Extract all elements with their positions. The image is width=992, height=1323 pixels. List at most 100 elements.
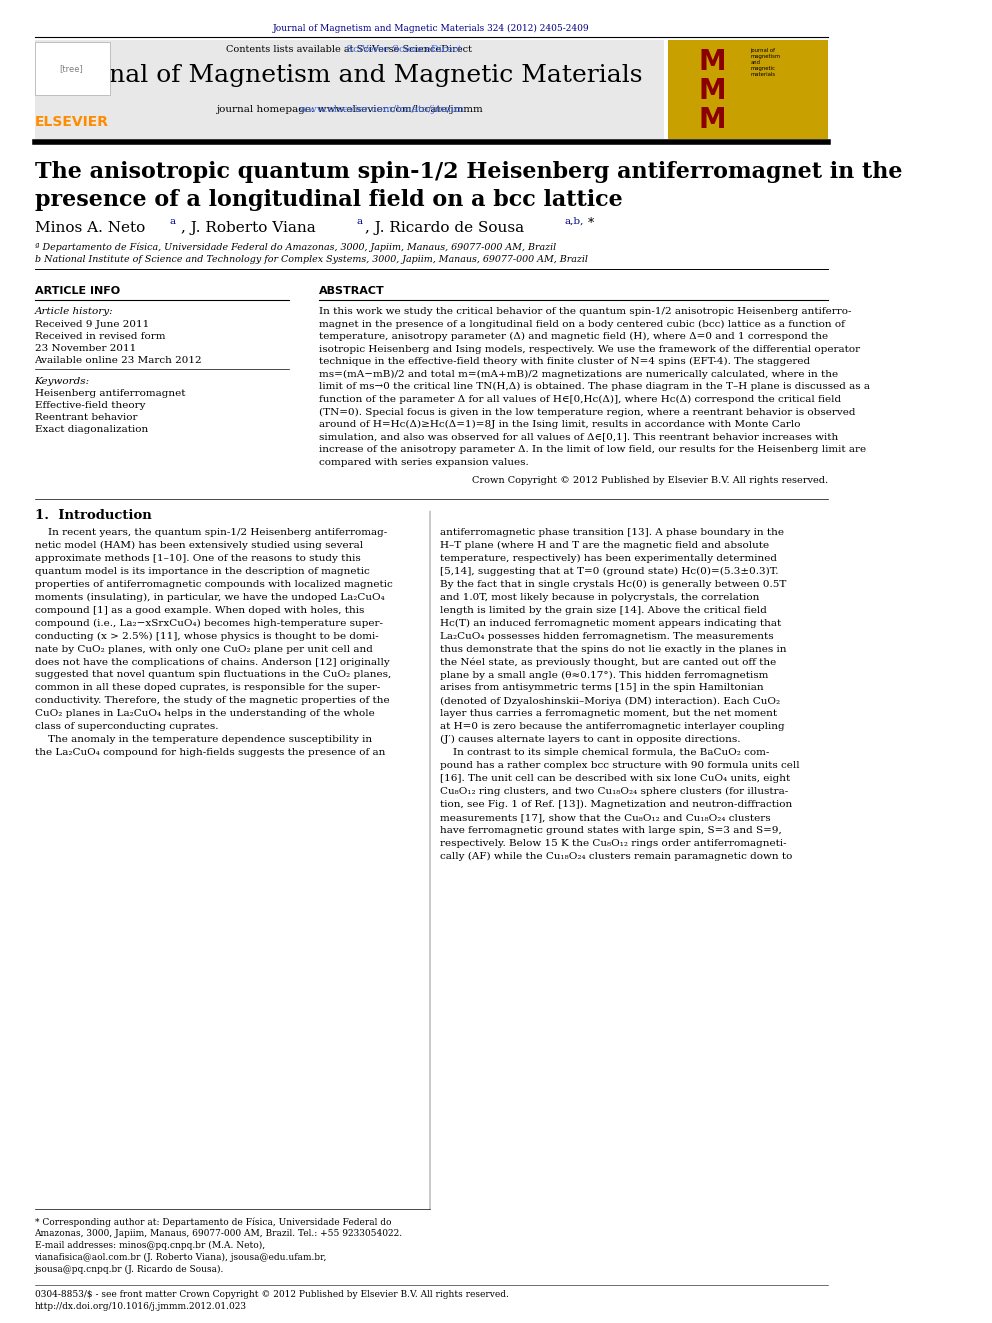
Text: Received 9 June 2011: Received 9 June 2011: [35, 320, 149, 329]
Text: ms=(mA−mB)/2 and total m=(mA+mB)/2 magnetizations are numerically calculated, wh: ms=(mA−mB)/2 and total m=(mA+mB)/2 magne…: [319, 369, 838, 378]
Text: Journal of Magnetism and Magnetic Materials: Journal of Magnetism and Magnetic Materi…: [57, 64, 643, 86]
Text: netic model (HAM) has been extensively studied using several: netic model (HAM) has been extensively s…: [35, 541, 363, 550]
Text: (J′) causes alternate layers to cant in opposite directions.: (J′) causes alternate layers to cant in …: [439, 736, 740, 745]
Text: a: a: [356, 217, 362, 226]
Text: SciVerse ScienceDirect: SciVerse ScienceDirect: [237, 45, 461, 54]
FancyBboxPatch shape: [35, 42, 109, 95]
Text: jsousa@pq.cnpq.br (J. Ricardo de Sousa).: jsousa@pq.cnpq.br (J. Ricardo de Sousa).: [35, 1265, 224, 1274]
Text: at H=0 is zero because the antiferromagnetic interlayer coupling: at H=0 is zero because the antiferromagn…: [439, 722, 785, 732]
Text: M: M: [698, 77, 726, 105]
Text: a: a: [170, 217, 176, 226]
Text: 1.  Introduction: 1. Introduction: [35, 509, 151, 523]
Text: Heisenberg antiferromagnet: Heisenberg antiferromagnet: [35, 389, 185, 398]
Text: By the fact that in single crystals Hc(0) is generally between 0.5T: By the fact that in single crystals Hc(0…: [439, 579, 787, 589]
Text: *: *: [588, 217, 594, 230]
Text: b National Institute of Science and Technology for Complex Systems, 3000, Japiim: b National Institute of Science and Tech…: [35, 255, 587, 265]
Text: The anomaly in the temperature dependence susceptibility in: The anomaly in the temperature dependenc…: [35, 736, 372, 745]
Text: simulation, and also was observed for all values of Δ∈[0,1]. This reentrant beha: simulation, and also was observed for al…: [319, 433, 838, 442]
Text: Hc(T) an induced ferromagnetic moment appears indicating that: Hc(T) an induced ferromagnetic moment ap…: [439, 619, 781, 627]
Text: Effective-field theory: Effective-field theory: [35, 401, 145, 410]
Text: In this work we study the critical behavior of the quantum spin-1/2 anisotropic : In this work we study the critical behav…: [319, 307, 852, 316]
Text: layer thus carries a ferromagnetic moment, but the net moment: layer thus carries a ferromagnetic momen…: [439, 709, 777, 718]
Text: cally (AF) while the Cu₁₈O₂₄ clusters remain paramagnetic down to: cally (AF) while the Cu₁₈O₂₄ clusters re…: [439, 852, 793, 861]
Text: technique in the effective-field theory with finite cluster of N=4 spins (EFT-4): technique in the effective-field theory …: [319, 357, 810, 366]
Text: http://dx.doi.org/10.1016/j.jmmm.2012.01.023: http://dx.doi.org/10.1016/j.jmmm.2012.01…: [35, 1302, 246, 1311]
Text: class of superconducting cuprates.: class of superconducting cuprates.: [35, 722, 218, 732]
Text: temperature, respectively) has been experimentally determined: temperature, respectively) has been expe…: [439, 554, 777, 562]
Text: function of the parameter Δ for all values of H∈[0,Hc(Δ)], where Hc(Δ) correspon: function of the parameter Δ for all valu…: [319, 394, 841, 404]
Text: antiferromagnetic phase transition [13]. A phase boundary in the: antiferromagnetic phase transition [13].…: [439, 528, 784, 537]
Text: H–T plane (where H and T are the magnetic field and absolute: H–T plane (where H and T are the magneti…: [439, 541, 769, 550]
Text: E-mail addresses: minos@pq.cnpq.br (M.A. Neto),: E-mail addresses: minos@pq.cnpq.br (M.A.…: [35, 1241, 265, 1250]
Text: have ferromagnetic ground states with large spin, S=3 and S=9,: have ferromagnetic ground states with la…: [439, 826, 782, 835]
Text: journal of
magnetism
and
magnetic
materials: journal of magnetism and magnetic materi…: [750, 48, 781, 78]
Text: moments (insulating), in particular, we have the undoped La₂CuO₄: moments (insulating), in particular, we …: [35, 593, 384, 602]
Text: [tree]: [tree]: [60, 65, 83, 73]
Text: Available online 23 March 2012: Available online 23 March 2012: [35, 356, 202, 365]
Text: temperature, anisotropy parameter (Δ) and magnetic field (H), where Δ=0 and 1 co: temperature, anisotropy parameter (Δ) an…: [319, 332, 828, 341]
Text: Article history:: Article history:: [35, 307, 113, 316]
Text: properties of antiferromagnetic compounds with localized magnetic: properties of antiferromagnetic compound…: [35, 579, 392, 589]
Text: Crown Copyright © 2012 Published by Elsevier B.V. All rights reserved.: Crown Copyright © 2012 Published by Else…: [472, 475, 828, 484]
Text: the La₂CuO₄ compound for high-fields suggests the presence of an: the La₂CuO₄ compound for high-fields sug…: [35, 749, 385, 757]
Text: In contrast to its simple chemical formula, the BaCuO₂ com-: In contrast to its simple chemical formu…: [439, 749, 769, 757]
Text: pound has a rather complex bcc structure with 90 formula units cell: pound has a rather complex bcc structure…: [439, 761, 800, 770]
Text: thus demonstrate that the spins do not lie exactly in the planes in: thus demonstrate that the spins do not l…: [439, 644, 787, 654]
Text: CuO₂ planes in La₂CuO₄ helps in the understanding of the whole: CuO₂ planes in La₂CuO₄ helps in the unde…: [35, 709, 374, 718]
Text: In recent years, the quantum spin-1/2 Heisenberg antiferromag-: In recent years, the quantum spin-1/2 He…: [35, 528, 387, 537]
Text: presence of a longitudinal field on a bcc lattice: presence of a longitudinal field on a bc…: [35, 189, 622, 212]
Text: www.elsevier.com/locate/jmmm: www.elsevier.com/locate/jmmm: [234, 105, 464, 114]
Text: M: M: [698, 106, 726, 134]
Text: Cu₈O₁₂ ring clusters, and two Cu₁₈O₂₄ sphere clusters (for illustra-: Cu₈O₁₂ ring clusters, and two Cu₁₈O₂₄ sp…: [439, 787, 789, 796]
Text: does not have the complications of chains. Anderson [12] originally: does not have the complications of chain…: [35, 658, 389, 667]
Text: common in all these doped cuprates, is responsible for the super-: common in all these doped cuprates, is r…: [35, 684, 380, 692]
Text: respectively. Below 15 K the Cu₈O₁₂ rings order antiferromagneti-: respectively. Below 15 K the Cu₈O₁₂ ring…: [439, 839, 787, 848]
Text: vianafisica@aol.com.br (J. Roberto Viana), jsousa@edu.ufam.br,: vianafisica@aol.com.br (J. Roberto Viana…: [35, 1253, 327, 1262]
Text: ELSEVIER: ELSEVIER: [35, 115, 108, 130]
Text: and 1.0T, most likely because in polycrystals, the correlation: and 1.0T, most likely because in polycry…: [439, 593, 759, 602]
Text: [5,14], suggesting that at T=0 (ground state) Hc(0)=(5.3±0.3)T.: [5,14], suggesting that at T=0 (ground s…: [439, 566, 779, 576]
Text: isotropic Heisenberg and Ising models, respectively. We use the framework of the: isotropic Heisenberg and Ising models, r…: [319, 344, 860, 353]
Text: ARTICLE INFO: ARTICLE INFO: [35, 286, 120, 296]
Text: journal homepage: www.elsevier.com/locate/jmmm: journal homepage: www.elsevier.com/locat…: [216, 105, 483, 114]
Text: approximate methods [1–10]. One of the reasons to study this: approximate methods [1–10]. One of the r…: [35, 554, 360, 562]
Text: length is limited by the grain size [14]. Above the critical field: length is limited by the grain size [14]…: [439, 606, 767, 615]
Text: quantum model is its importance in the description of magnetic: quantum model is its importance in the d…: [35, 566, 369, 576]
Text: La₂CuO₄ possesses hidden ferromagnetism. The measurements: La₂CuO₄ possesses hidden ferromagnetism.…: [439, 631, 774, 640]
Text: compound [1] as a good example. When doped with holes, this: compound [1] as a good example. When dop…: [35, 606, 364, 615]
Text: , J. Roberto Viana: , J. Roberto Viana: [182, 221, 315, 235]
FancyBboxPatch shape: [669, 40, 828, 139]
Text: the Néel state, as previously thought, but are canted out off the: the Néel state, as previously thought, b…: [439, 658, 776, 667]
Text: Reentrant behavior: Reentrant behavior: [35, 413, 137, 422]
Text: Received in revised form: Received in revised form: [35, 332, 165, 341]
Text: The anisotropic quantum spin-1/2 Heisenberg antiferromagnet in the: The anisotropic quantum spin-1/2 Heisenb…: [35, 161, 902, 184]
FancyBboxPatch shape: [35, 40, 665, 139]
Text: conducting (x > 2.5%) [11], whose physics is thought to be domi-: conducting (x > 2.5%) [11], whose physic…: [35, 631, 378, 640]
Text: ª Departamento de Física, Universidade Federal do Amazonas, 3000, Japiim, Manaus: ª Departamento de Física, Universidade F…: [35, 242, 556, 251]
Text: arises from antisymmetric terms [15] in the spin Hamiltonian: arises from antisymmetric terms [15] in …: [439, 684, 764, 692]
Text: ABSTRACT: ABSTRACT: [319, 286, 385, 296]
Text: (TN=0). Special focus is given in the low temperature region, where a reentrant : (TN=0). Special focus is given in the lo…: [319, 407, 856, 417]
Text: measurements [17], show that the Cu₈O₁₂ and Cu₁₈O₂₄ clusters: measurements [17], show that the Cu₈O₁₂ …: [439, 814, 771, 822]
Text: limit of ms→0 the critical line TN(H,Δ) is obtained. The phase diagram in the T–: limit of ms→0 the critical line TN(H,Δ) …: [319, 382, 870, 392]
Text: (denoted of Dzyaloshinskii–Moriya (DM) interaction). Each CuO₂: (denoted of Dzyaloshinskii–Moriya (DM) i…: [439, 696, 780, 705]
Text: 23 November 2011: 23 November 2011: [35, 344, 136, 353]
Text: Contents lists available at SciVerse ScienceDirect: Contents lists available at SciVerse Sci…: [226, 45, 472, 54]
Text: Keywords:: Keywords:: [35, 377, 89, 386]
Text: conductivity. Therefore, the study of the magnetic properties of the: conductivity. Therefore, the study of th…: [35, 696, 389, 705]
Text: compound (i.e., La₂−xSrxCuO₄) becomes high-temperature super-: compound (i.e., La₂−xSrxCuO₄) becomes hi…: [35, 619, 383, 627]
Text: compared with series expansion values.: compared with series expansion values.: [319, 458, 529, 467]
Text: a,b,: a,b,: [565, 217, 584, 226]
Text: 0304-8853/$ - see front matter Crown Copyright © 2012 Published by Elsevier B.V.: 0304-8853/$ - see front matter Crown Cop…: [35, 1290, 508, 1299]
Text: Minos A. Neto: Minos A. Neto: [35, 221, 145, 235]
Text: Journal of Magnetism and Magnetic Materials 324 (2012) 2405-2409: Journal of Magnetism and Magnetic Materi…: [273, 24, 589, 33]
Text: magnet in the presence of a longitudinal field on a body centered cubic (bcc) la: magnet in the presence of a longitudinal…: [319, 319, 845, 328]
Text: plane by a small angle (θ≈0.17°). This hidden ferromagnetism: plane by a small angle (θ≈0.17°). This h…: [439, 671, 768, 680]
Text: nate by CuO₂ planes, with only one CuO₂ plane per unit cell and: nate by CuO₂ planes, with only one CuO₂ …: [35, 644, 372, 654]
Text: * Corresponding author at: Departamento de Física, Universidade Federal do: * Corresponding author at: Departamento …: [35, 1217, 391, 1226]
Text: around of H=Hc(Δ)≥Hc(Δ=1)=8J in the Ising limit, results in accordance with Mont: around of H=Hc(Δ)≥Hc(Δ=1)=8J in the Isin…: [319, 421, 801, 429]
Text: , J. Ricardo de Sousa: , J. Ricardo de Sousa: [365, 221, 524, 235]
Text: Amazonas, 3000, Japiim, Manaus, 69077-000 AM, Brazil. Tel.: +55 9233054022.: Amazonas, 3000, Japiim, Manaus, 69077-00…: [35, 1229, 403, 1238]
Text: tion, see Fig. 1 of Ref. [13]). Magnetization and neutron-diffraction: tion, see Fig. 1 of Ref. [13]). Magnetiz…: [439, 800, 793, 810]
Text: [16]. The unit cell can be described with six lone CuO₄ units, eight: [16]. The unit cell can be described wit…: [439, 774, 791, 783]
